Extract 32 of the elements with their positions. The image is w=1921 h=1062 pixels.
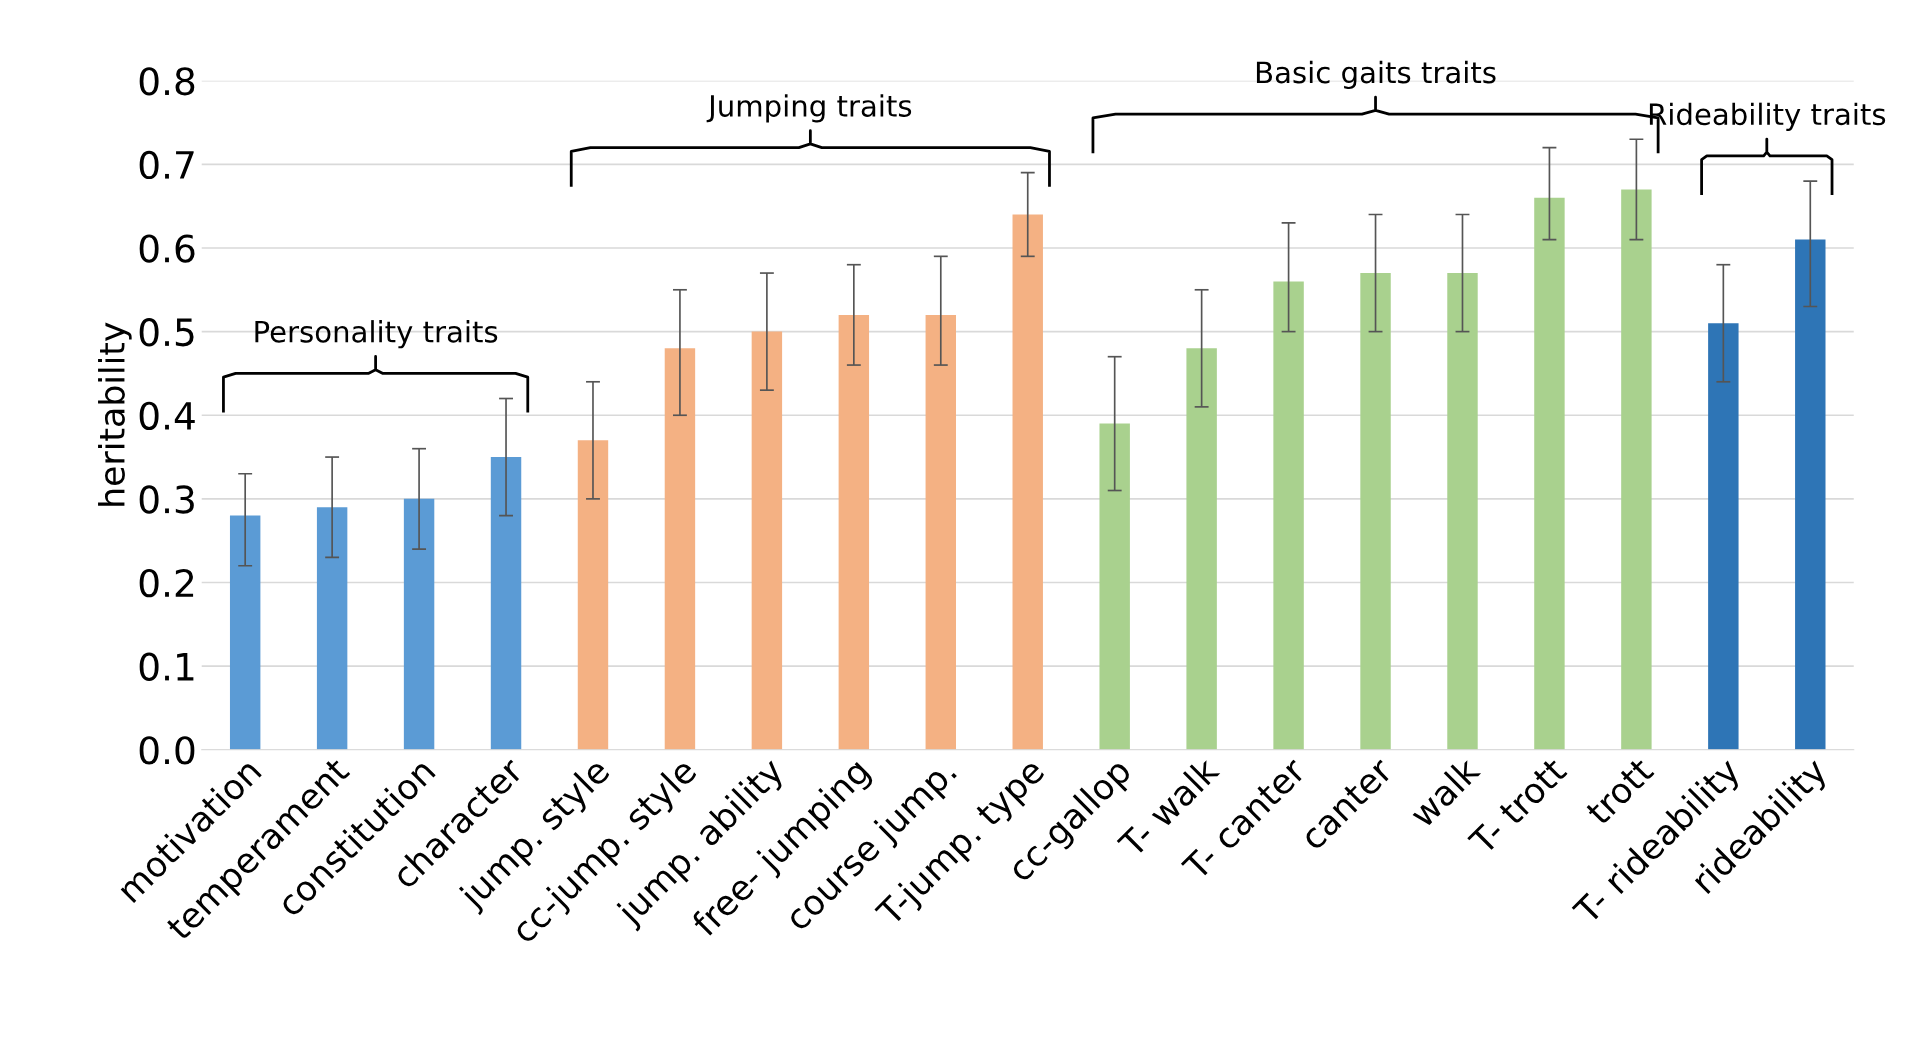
y-tick-label: 0.1 [139, 652, 194, 681]
bar [1099, 423, 1130, 750]
bar [316, 507, 348, 750]
bar [1360, 273, 1391, 750]
y-tick-label: 0.5 [139, 318, 194, 347]
bar [664, 348, 696, 750]
annotation: Basic gaits traits [1256, 60, 1496, 90]
annotation: Jumping traits [706, 94, 912, 123]
y-tick-label: 0.8 [139, 67, 195, 96]
y-tick-label: 0.7 [139, 150, 194, 180]
bar [490, 457, 522, 750]
y-tick-label: 0.3 [139, 485, 194, 514]
bar [403, 498, 435, 750]
bar [1621, 189, 1652, 750]
bar [751, 331, 783, 750]
annotation: Rideability traits [1649, 102, 1886, 131]
bar [577, 440, 609, 750]
y-tick-label: 0.2 [139, 568, 194, 598]
bar [229, 515, 261, 750]
bar [1012, 214, 1043, 750]
y-tick-label: 0.4 [139, 401, 195, 431]
annotation: Personality traits [255, 320, 498, 349]
y-axis-title: heritability [98, 322, 132, 506]
bar [1447, 273, 1478, 750]
y-tick-label: 0.6 [139, 234, 195, 263]
bar [1534, 197, 1565, 750]
bar [1795, 239, 1826, 750]
bar [838, 314, 870, 750]
bar [1708, 323, 1739, 750]
bar [1273, 281, 1304, 750]
bar [1186, 348, 1217, 750]
bar [925, 314, 956, 750]
